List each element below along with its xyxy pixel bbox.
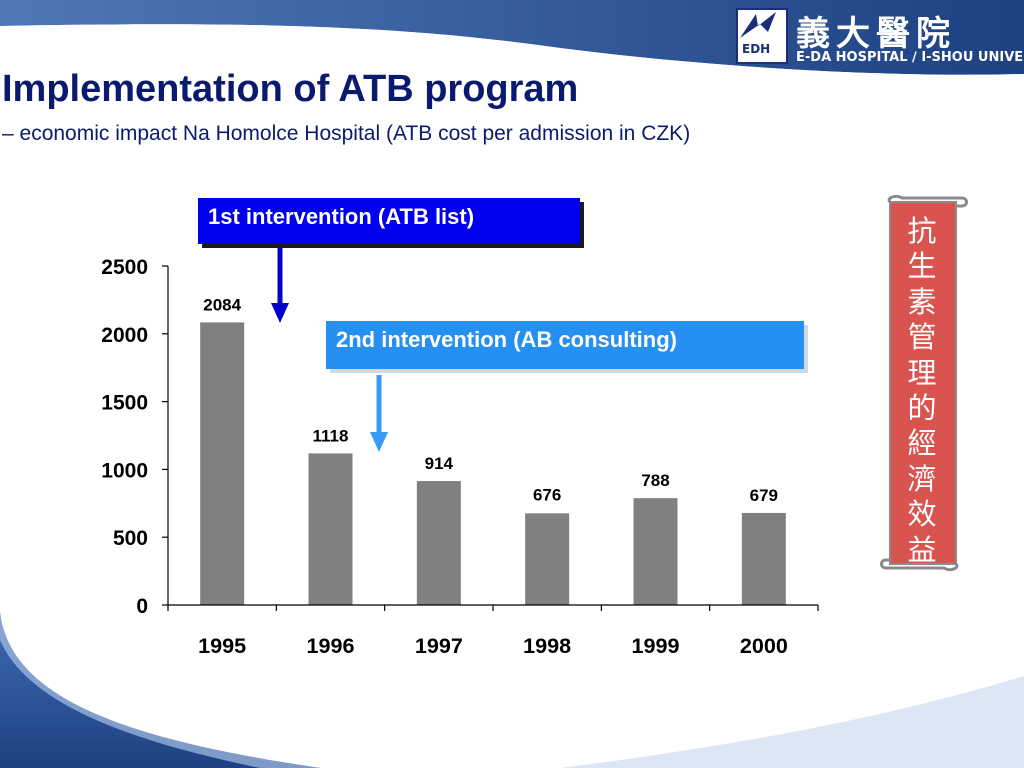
data-label-1995: 2084 [203,295,241,314]
x-tick-label-1995: 1995 [198,635,246,658]
slide-title: Implementation of ATB program [2,68,579,110]
data-label-1998: 676 [533,485,561,504]
hospital-logo: EDH 義大醫院 E-DA HOSPITAL ∕ I-SHOU UNIVERSI… [736,8,1024,72]
chart-axes: 1995 1996 1997 1998 1999 2000 0 500 1000 1500 2000… [101,256,819,658]
bar-1999 [633,498,678,605]
bar-1998 [525,513,570,605]
first-intervention-arrow-shaft [277,244,283,305]
bar-1995 [200,322,245,605]
bottom-right-wave [560,676,1024,768]
logo-chinese-name: 義大醫院 [796,14,956,54]
second-intervention-arrow-shaft [376,375,382,434]
y-tick-label-1500: 1500 [101,392,148,415]
first-intervention-arrow-head [271,303,289,323]
x-tick-label-1998: 1998 [523,635,571,658]
y-tick-label-1000: 1000 [101,459,148,482]
y-tick-label-2000: 2000 [101,324,148,347]
logo-emblem-icon [740,12,776,38]
first-intervention-arrow [271,244,289,323]
bottom-left-swoosh [0,612,320,768]
chart-bars [200,322,786,605]
y-tick-label-500: 500 [113,527,148,550]
logo-emblem-text: EDH [742,42,771,56]
top-wave-highlight [0,24,1024,91]
slide-subtitle: – economic impact Na Homolce Hospital (A… [2,122,691,145]
second-intervention-arrow [370,375,388,452]
data-label-1996: 1118 [313,426,349,445]
chinese-scroll-banner: 抗生素管理的經濟效益 [880,194,970,572]
scroll-shape [880,194,968,572]
x-tick-label-1997: 1997 [415,635,463,658]
second-intervention-callout: 2nd intervention (AB consulting) [326,321,804,369]
x-tick-label-1996: 1996 [307,635,355,658]
scroll-banner-text: 抗生素管理的經濟效益 [907,214,937,567]
chart-data-labels: 2084 1118 914 676 788 679 [203,295,778,505]
second-intervention-arrow-head [370,432,388,452]
intervention-arrows [271,244,388,452]
data-label-2000: 679 [750,486,778,505]
y-tick-label-2500: 2500 [101,256,148,279]
bar-1997 [416,481,461,605]
x-tick-label-1999: 1999 [632,635,680,658]
data-label-1999: 788 [641,471,669,490]
logo-english-name: E-DA HOSPITAL ∕ I-SHOU UNIVERSITY [796,50,1024,65]
y-tick-label-0: 0 [136,595,148,618]
bar-1996 [308,453,353,605]
x-tick-label-2000: 2000 [740,635,788,658]
bar-2000 [741,512,786,605]
logo-emblem: EDH [736,8,788,64]
data-label-1997: 914 [425,454,454,473]
first-intervention-callout: 1st intervention (ATB list) [198,198,580,244]
bottom-left-swoosh-light [0,612,320,768]
